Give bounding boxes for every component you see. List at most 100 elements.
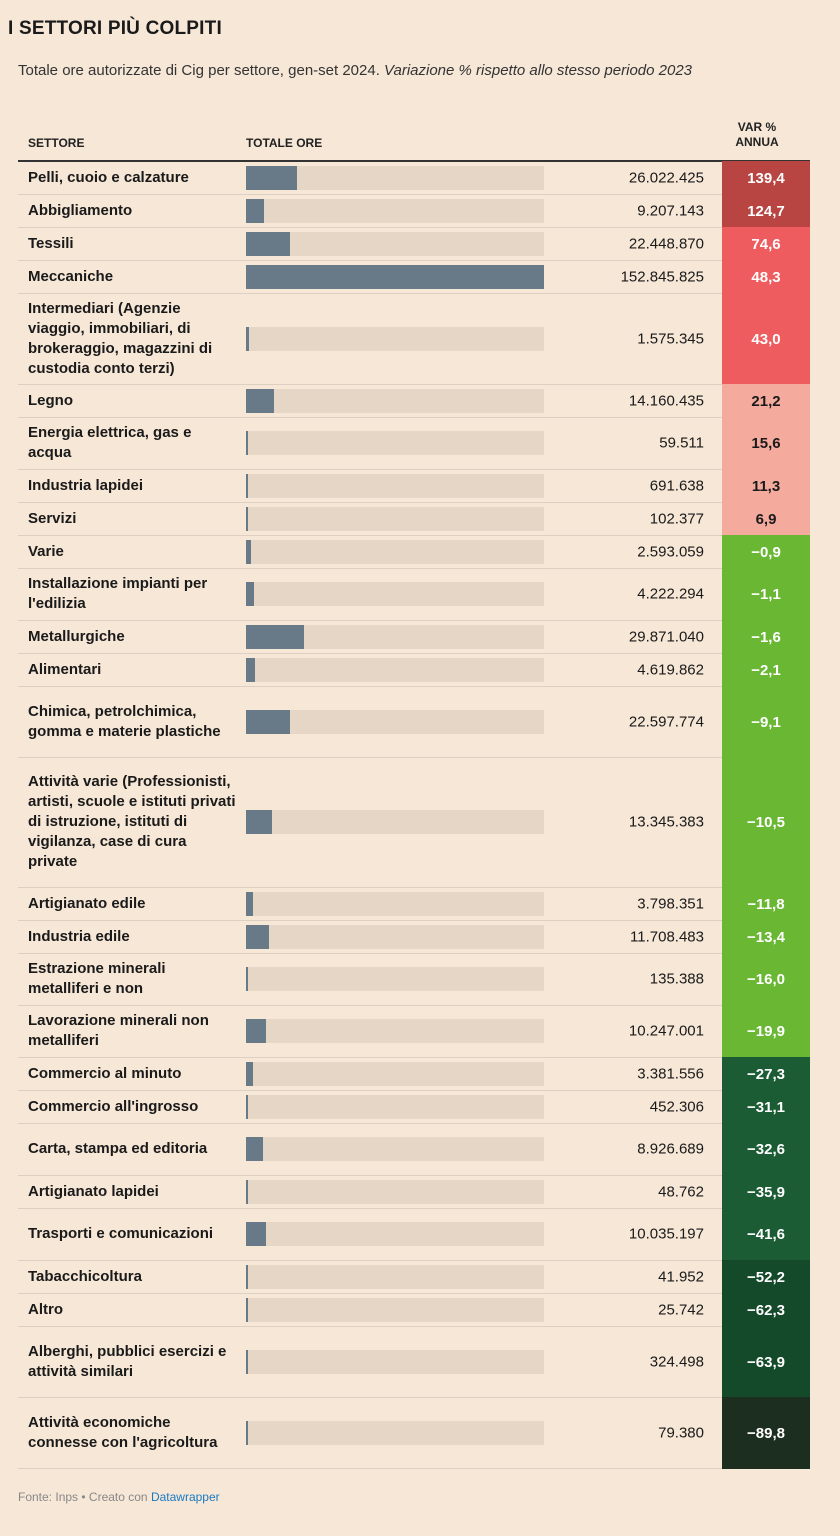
- row-total-value: 29.871.040: [628, 628, 704, 645]
- row-bar: [246, 539, 251, 564]
- row-total-value: 2.593.059: [637, 543, 704, 560]
- row-total-value: 48.762: [658, 1183, 704, 1200]
- row-bar: [246, 1222, 266, 1246]
- table-header: SETTORE TOTALE ORE VAR % ANNUA: [18, 110, 810, 162]
- row-sector-label: Tessili: [28, 234, 74, 252]
- table-row: Tabacchicoltura 41.952 −52,2: [18, 1260, 810, 1294]
- table-row: Servizi 102.377 6,9: [18, 502, 810, 536]
- table-row: Varie 2.593.059 −0,9: [18, 535, 810, 569]
- row-bar-track: [246, 326, 544, 351]
- row-var-cell: −1,1: [722, 568, 810, 621]
- row-sector-label: Abbigliamento: [28, 201, 133, 219]
- row-total-value: 691.638: [649, 477, 704, 494]
- row-bar: [246, 924, 269, 949]
- row-bar-track: [246, 431, 544, 455]
- row-sector-label: Industria lapidei: [28, 476, 144, 494]
- row-var-cell: −41,6: [722, 1208, 810, 1261]
- chart-subtitle: Totale ore autorizzate di Cig per settor…: [18, 62, 692, 79]
- row-total-value: 3.381.556: [637, 1065, 704, 1082]
- row-sector-label: Intermediari (Agenzie viaggio, immobilia…: [28, 299, 213, 377]
- row-var-cell: −62,3: [722, 1293, 810, 1327]
- row-bar: [246, 165, 297, 190]
- row-bar: [246, 582, 254, 606]
- row-var-cell: −35,9: [722, 1175, 810, 1209]
- table-row: Artigianato lapidei 48.762 −35,9: [18, 1175, 810, 1209]
- row-total-value: 4.619.862: [637, 661, 704, 678]
- row-var-cell: −32,6: [722, 1123, 810, 1176]
- row-sector-label: Carta, stampa ed editoria: [28, 1140, 208, 1157]
- row-bar-track: [246, 1297, 544, 1322]
- row-bar: [246, 1179, 248, 1204]
- row-sector-label: Artigianato lapidei: [28, 1182, 159, 1200]
- row-total-value: 8.926.689: [637, 1140, 704, 1158]
- row-var-cell: 43,0: [722, 293, 810, 385]
- row-var-cell: 6,9: [722, 502, 810, 536]
- row-bar: [246, 326, 249, 351]
- row-sector-label: Artigianato edile: [28, 894, 146, 912]
- row-total-value: 4.222.294: [637, 585, 704, 603]
- row-bar: [246, 657, 255, 682]
- row-total-value: 135.388: [649, 970, 704, 988]
- row-bar: [246, 810, 272, 834]
- row-bar-track: [246, 1061, 544, 1086]
- footer-tool-link[interactable]: Datawrapper: [150, 1490, 220, 1504]
- column-header-total: TOTALE ORE: [246, 136, 323, 150]
- row-bar-track: [246, 1137, 544, 1161]
- row-var-cell: −0,9: [722, 535, 810, 569]
- row-bar-track: [246, 582, 544, 606]
- subtitle-italic: Variazione % rispetto allo stesso period…: [384, 62, 693, 79]
- row-total-value: 22.597.774: [628, 713, 704, 730]
- row-bar-track: [246, 657, 544, 682]
- row-bar: [246, 264, 544, 289]
- row-sector-label: Legno: [28, 391, 73, 409]
- row-var-cell: −89,8: [722, 1397, 810, 1469]
- table-row: Artigianato edile 3.798.351 −11,8: [18, 887, 810, 921]
- row-var-cell: −2,1: [722, 653, 810, 687]
- table-row: Attività economiche connesse con l'agric…: [18, 1397, 810, 1469]
- row-sector-label: Commercio all'ingrosso: [28, 1097, 199, 1115]
- row-sector-label: Meccaniche: [28, 267, 114, 285]
- table-row: Abbigliamento 9.207.143 124,7: [18, 194, 810, 228]
- row-bar-track: [246, 473, 544, 498]
- row-bar: [246, 624, 304, 649]
- row-bar-track: [246, 1094, 544, 1119]
- row-var-cell: −1,6: [722, 620, 810, 654]
- column-header-var-line2: ANNUA: [735, 135, 779, 149]
- row-sector-label: Servizi: [28, 509, 77, 527]
- table-row: Legno 14.160.435 21,2: [18, 384, 810, 418]
- row-bar: [246, 506, 248, 531]
- table-row: Attività varie (Professionisti, artisti,…: [18, 757, 810, 888]
- row-bar: [246, 709, 290, 734]
- row-bar: [246, 967, 248, 991]
- column-header-var-line1: VAR %: [737, 120, 777, 134]
- row-var-cell: −27,3: [722, 1057, 810, 1091]
- row-total-value: 324.498: [649, 1353, 704, 1370]
- row-sector-label: Chimica, petrolchimica, gomma e materie …: [28, 702, 221, 740]
- row-var-cell: −16,0: [722, 953, 810, 1006]
- footer-source: Fonte: Inps • Creato con: [18, 1490, 151, 1504]
- row-sector-label: Lavorazione minerali non metalliferi: [28, 1012, 209, 1049]
- table-row: Installazione impianti per l'edilizia 4.2…: [18, 568, 810, 621]
- row-total-value: 41.952: [658, 1268, 704, 1285]
- row-bar-track: [246, 1264, 544, 1289]
- row-bar-track: [246, 165, 544, 190]
- table-row: Energia elettrica, gas e acqua 59.511 15,6: [18, 417, 810, 470]
- row-bar-track: [246, 1179, 544, 1204]
- row-bar-track: [246, 231, 544, 256]
- row-bar: [246, 1137, 263, 1161]
- row-sector-label: Energia elettrica, gas e acqua: [28, 424, 192, 461]
- row-bar: [246, 1019, 266, 1043]
- row-bar: [246, 1297, 248, 1322]
- row-sector-label: Trasporti e comunicazioni: [28, 1225, 214, 1242]
- row-var-cell: 15,6: [722, 417, 810, 470]
- table-row: Commercio all'ingrosso 452.306 −31,1: [18, 1090, 810, 1124]
- row-sector-label: Tabacchicoltura: [28, 1267, 142, 1285]
- column-header-sector: SETTORE: [28, 136, 85, 150]
- row-bar-track: [246, 539, 544, 564]
- row-total-value: 59.511: [659, 434, 704, 452]
- row-var-cell: 11,3: [722, 469, 810, 503]
- row-total-value: 11.708.483: [630, 928, 704, 945]
- table-row: Alimentari 4.619.862 −2,1: [18, 653, 810, 687]
- chart-footer: Fonte: Inps • Creato con Datawrapper: [18, 1490, 220, 1504]
- row-sector-label: Estrazione minerali metalliferi e non: [28, 960, 166, 997]
